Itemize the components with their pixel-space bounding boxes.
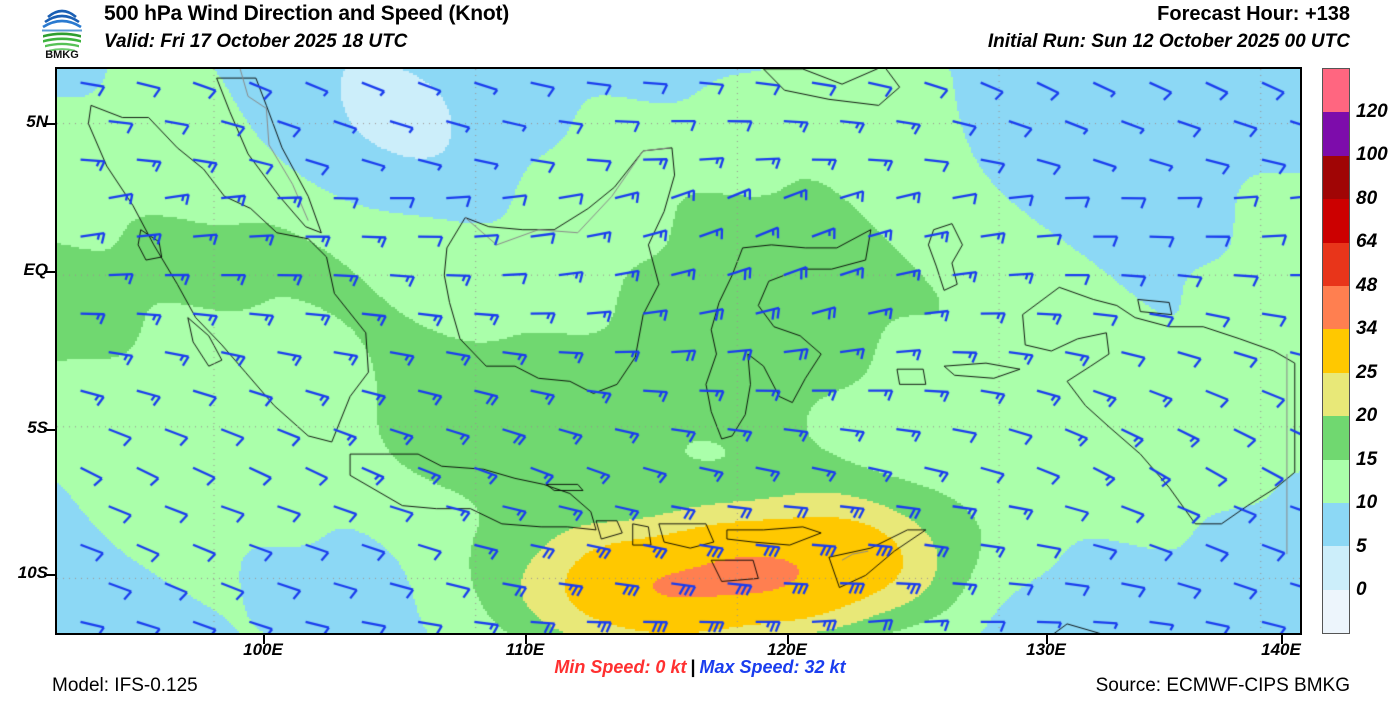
bmkg-logo-icon: BMKG xyxy=(42,9,82,59)
lat-tick xyxy=(44,271,55,273)
max-speed-label: Max Speed: 32 kt xyxy=(699,657,846,677)
colorbar-label-10: 10 xyxy=(1356,492,1378,514)
lon-tick xyxy=(1281,635,1283,644)
initial-run-label: Initial Run: Sun 12 October 2025 00 UTC xyxy=(987,31,1350,52)
svg-text:BMKG: BMKG xyxy=(45,49,79,59)
colorbar-label-0: 0 xyxy=(1356,579,1367,601)
colorbar-label-5: 5 xyxy=(1356,535,1367,557)
wind-speed-contour-canvas xyxy=(57,69,1300,633)
lat-tick xyxy=(44,429,55,431)
lat-tick xyxy=(44,123,55,125)
colorbar-band-64 xyxy=(1323,199,1349,243)
colorbar-label-15: 15 xyxy=(1356,448,1378,470)
page-header: BMKG 500 hPa Wind Direction and Speed (K… xyxy=(0,0,1400,62)
colorbar-label-34: 34 xyxy=(1356,318,1378,340)
min-speed-label: Min Speed: 0 kt xyxy=(554,657,687,677)
speed-range-readout: Min Speed: 0 kt | Max Speed: 32 kt xyxy=(554,657,845,678)
colorbar-label-25: 25 xyxy=(1356,361,1378,383)
lon-label-140e: 140E xyxy=(1261,640,1301,659)
lat-label-10s: 10S xyxy=(17,563,48,582)
colorbar-label-100: 100 xyxy=(1356,144,1388,166)
colorbar-band-34 xyxy=(1323,285,1349,330)
lat-label-5s: 5S xyxy=(27,418,48,437)
source-label: Source: ECMWF-CIPS BMKG xyxy=(1095,675,1350,696)
lon-label-130e: 130E xyxy=(1026,640,1066,659)
colorbar-band-100 xyxy=(1323,112,1349,156)
colorbar-band-10 xyxy=(1323,459,1349,503)
colorbar-label-20: 20 xyxy=(1356,405,1378,427)
colorbar-band-80 xyxy=(1323,155,1349,200)
lat-tick xyxy=(44,574,55,576)
lat-label-5n: 5N xyxy=(26,112,48,131)
page-title: 500 hPa Wind Direction and Speed (Knot) xyxy=(104,2,510,25)
colorbar-band-0 xyxy=(1323,546,1349,590)
colorbar-label-48: 48 xyxy=(1356,274,1378,296)
colorbar-label-80: 80 xyxy=(1356,187,1378,209)
colorbar-band-5 xyxy=(1323,502,1349,547)
lon-label-110e: 110E xyxy=(505,640,545,659)
wind-speed-colorbar[interactable] xyxy=(1322,68,1350,634)
colorbar-band-25 xyxy=(1323,329,1349,373)
valid-time-label: Valid: Fri 17 October 2025 18 UTC xyxy=(104,31,408,52)
separator: | xyxy=(690,657,696,677)
colorbar-label-120: 120 xyxy=(1356,100,1388,122)
lon-tick xyxy=(525,635,527,644)
weather-map[interactable]: Copyright Sub Bidang Prediksi Cuaca BMKG… xyxy=(55,67,1302,635)
colorbar-label-64: 64 xyxy=(1356,231,1378,253)
bmkg-logo: BMKG xyxy=(40,3,110,59)
model-label: Model: IFS-0.125 xyxy=(52,675,198,696)
lon-label-100e: 100E xyxy=(243,640,283,659)
colorbar-band-120 xyxy=(1323,69,1349,113)
colorbar-band-48 xyxy=(1323,242,1349,286)
lon-tick xyxy=(263,635,265,644)
forecast-hour-label: Forecast Hour: +138 xyxy=(1157,3,1350,25)
colorbar-band-20 xyxy=(1323,372,1349,417)
lon-tick xyxy=(1046,635,1048,644)
lat-label-eq: EQ xyxy=(23,260,48,279)
lon-tick xyxy=(787,635,789,644)
colorbar-band-15 xyxy=(1323,416,1349,460)
colorbar-band-base xyxy=(1323,589,1349,634)
lon-label-120e: 120E xyxy=(767,640,807,659)
